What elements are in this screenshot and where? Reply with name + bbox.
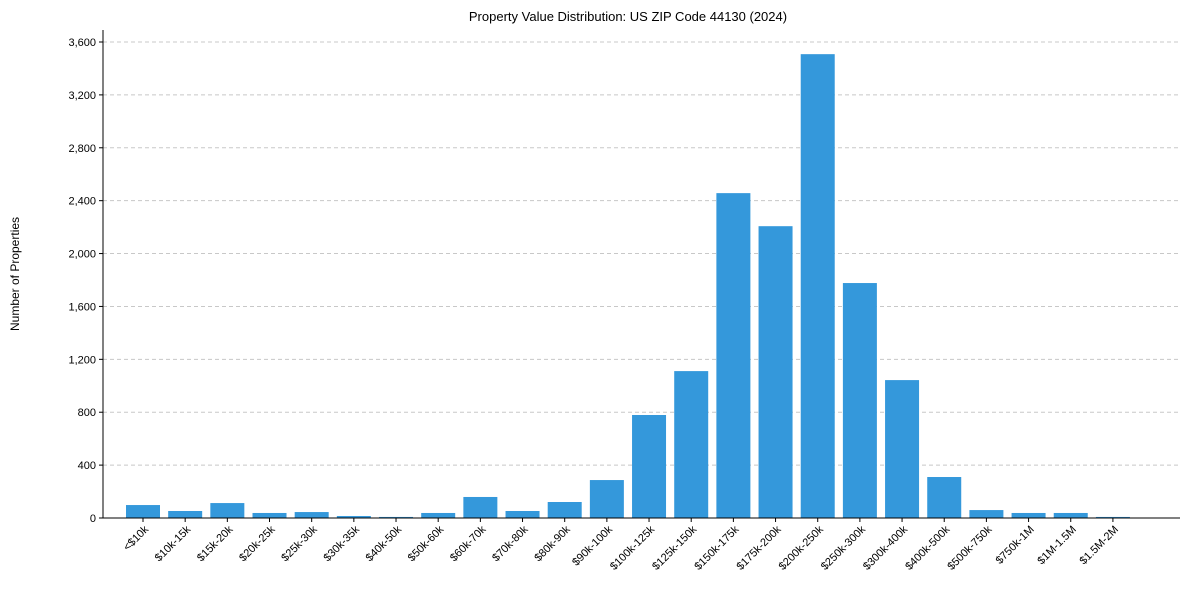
bar[interactable] bbox=[210, 503, 245, 518]
x-tick-label: $750k-1M bbox=[994, 524, 1037, 567]
x-tick-label: $1.5M-2M bbox=[1078, 524, 1122, 568]
bar[interactable] bbox=[294, 512, 329, 518]
x-tick-label: $15k-20k bbox=[195, 523, 236, 564]
x-tick-label: $500k-750k bbox=[945, 523, 994, 572]
y-tick-label: 2,000 bbox=[68, 249, 96, 261]
bar[interactable] bbox=[969, 510, 1004, 518]
y-tick-label: 800 bbox=[78, 407, 96, 419]
x-tick-label: $70k-80k bbox=[490, 523, 531, 564]
x-tick-label: <$10k bbox=[121, 523, 151, 553]
bar[interactable] bbox=[589, 480, 624, 518]
bar[interactable] bbox=[842, 283, 877, 518]
y-tick-label: 0 bbox=[90, 513, 96, 525]
bar[interactable] bbox=[126, 505, 160, 518]
x-tick-label: $10k-15k bbox=[153, 523, 194, 564]
bar[interactable] bbox=[252, 512, 287, 518]
y-tick-label: 400 bbox=[78, 460, 96, 472]
bar[interactable] bbox=[1011, 512, 1046, 518]
x-tick-label: $60k-70k bbox=[448, 523, 489, 564]
bar[interactable] bbox=[800, 54, 835, 519]
x-tick-label: $90k-100k bbox=[570, 523, 615, 568]
bar[interactable] bbox=[758, 226, 793, 519]
x-tick-label: $40k-50k bbox=[364, 523, 405, 564]
x-tick-label: $50k-60k bbox=[406, 523, 447, 564]
bar[interactable] bbox=[336, 516, 371, 518]
x-tick-label: $80k-90k bbox=[532, 523, 573, 564]
x-tick-label: $25k-30k bbox=[279, 523, 320, 564]
bar[interactable] bbox=[674, 371, 709, 518]
y-tick-label: 3,200 bbox=[68, 90, 96, 102]
bar[interactable] bbox=[379, 516, 414, 518]
bar[interactable] bbox=[885, 380, 920, 518]
bar[interactable] bbox=[927, 477, 962, 518]
x-tick-label: $20k-25k bbox=[237, 523, 278, 564]
y-tick-label: 1,600 bbox=[68, 301, 96, 313]
bar[interactable] bbox=[421, 512, 456, 518]
y-tick-label: 1,200 bbox=[68, 354, 96, 366]
x-tick-label: $1M-1.5M bbox=[1035, 524, 1079, 568]
bar[interactable] bbox=[547, 502, 582, 518]
y-axis-label: Number of Properties bbox=[8, 217, 22, 331]
bar[interactable] bbox=[632, 414, 667, 518]
bar[interactable] bbox=[463, 496, 498, 518]
y-tick-label: 2,400 bbox=[68, 196, 96, 208]
bar[interactable] bbox=[716, 193, 751, 518]
bar[interactable] bbox=[168, 510, 203, 518]
bar[interactable] bbox=[1095, 516, 1130, 518]
x-tick-label: $30k-35k bbox=[321, 523, 362, 564]
y-tick-label: 2,800 bbox=[68, 143, 96, 155]
y-tick-label: 3,600 bbox=[68, 37, 96, 49]
bar[interactable] bbox=[505, 510, 540, 518]
chart-title: Property Value Distribution: US ZIP Code… bbox=[469, 9, 787, 24]
bar[interactable] bbox=[1053, 512, 1088, 518]
